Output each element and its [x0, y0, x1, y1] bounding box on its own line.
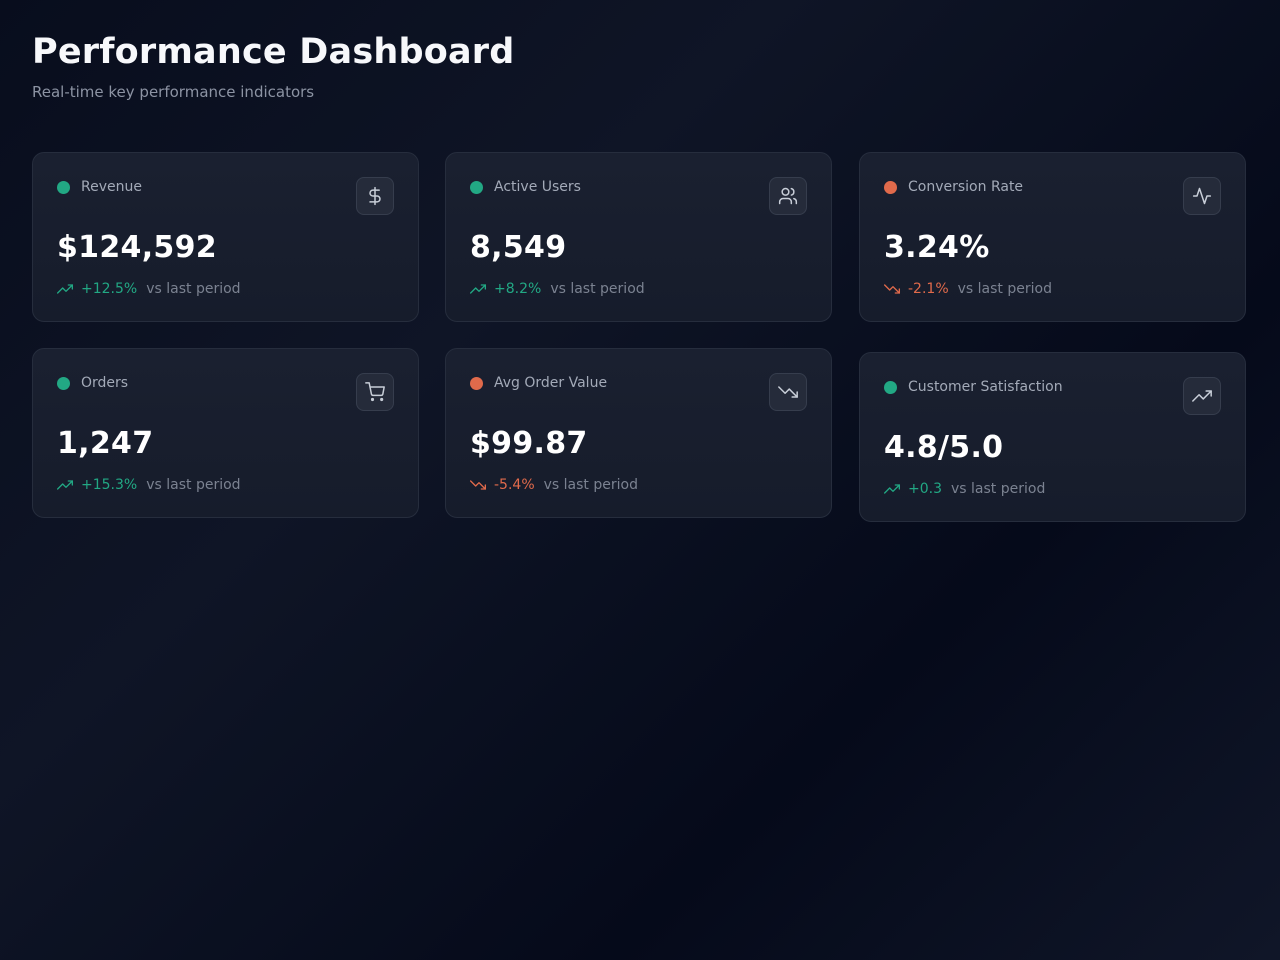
kpi-card-conversion-rate: Conversion Rate 3.24% -2.1% vs last peri…	[859, 152, 1246, 322]
card-footer: +8.2% vs last period	[470, 280, 645, 298]
activity-icon	[1183, 177, 1221, 215]
comparison-label: vs last period	[957, 281, 1052, 297]
page-title: Performance Dashboard	[32, 32, 515, 72]
users-icon	[769, 177, 807, 215]
kpi-card-customer-satisfaction: Customer Satisfaction 4.8/5.0 +0.3 vs la…	[859, 352, 1246, 522]
card-value: 1,247	[57, 426, 154, 461]
trend-down-icon	[470, 477, 486, 493]
card-footer: +15.3% vs last period	[57, 476, 241, 494]
kpi-card-avg-order-value: Avg Order Value $99.87 -5.4% vs last per…	[445, 348, 832, 518]
status-dot	[470, 181, 483, 194]
status-dot	[57, 181, 70, 194]
comparison-label: vs last period	[951, 481, 1046, 497]
card-label: Revenue	[81, 179, 142, 195]
comparison-label: vs last period	[550, 281, 645, 297]
trend-up-icon	[470, 281, 486, 297]
card-label: Conversion Rate	[908, 179, 1024, 195]
card-label: Customer Satisfaction	[908, 379, 1063, 395]
card-footer: -5.4% vs last period	[470, 476, 638, 494]
page-subtitle: Real-time key performance indicators	[32, 83, 315, 101]
change-value: +12.5%	[81, 281, 138, 297]
card-value: 8,549	[470, 230, 567, 265]
trend-up-icon	[57, 281, 73, 297]
trend-down-icon	[884, 281, 900, 297]
trend-up-icon	[884, 481, 900, 497]
card-value: $99.87	[470, 426, 588, 461]
status-dot	[470, 377, 483, 390]
trending-down-icon	[769, 373, 807, 411]
change-value: -2.1%	[908, 281, 949, 297]
card-footer: -2.1% vs last period	[884, 280, 1052, 298]
comparison-label: vs last period	[146, 281, 241, 297]
change-value: +8.2%	[494, 281, 542, 297]
kpi-card-active-users: Active Users 8,549 +8.2% vs last period	[445, 152, 832, 322]
card-label: Orders	[81, 375, 129, 391]
shopping-cart-icon	[356, 373, 394, 411]
change-value: -5.4%	[494, 477, 535, 493]
card-value: $124,592	[57, 230, 217, 265]
kpi-card-revenue: Revenue $124,592 +12.5% vs last period	[32, 152, 419, 322]
card-footer: +0.3 vs last period	[884, 480, 1045, 498]
card-label: Active Users	[494, 179, 581, 195]
card-footer: +12.5% vs last period	[57, 280, 241, 298]
kpi-card-orders: Orders 1,247 +15.3% vs last period	[32, 348, 419, 518]
comparison-label: vs last period	[543, 477, 638, 493]
status-dot	[57, 377, 70, 390]
card-value: 4.8/5.0	[884, 430, 1004, 465]
change-value: +0.3	[908, 481, 942, 497]
page-header: Performance Dashboard Real-time key perf…	[32, 30, 515, 102]
card-value: 3.24%	[884, 230, 990, 265]
status-dot	[884, 181, 897, 194]
comparison-label: vs last period	[146, 477, 241, 493]
status-dot	[884, 381, 897, 394]
dollar-icon	[356, 177, 394, 215]
card-label: Avg Order Value	[494, 375, 608, 391]
trending-up-icon	[1183, 377, 1221, 415]
change-value: +15.3%	[81, 477, 138, 493]
trend-up-icon	[57, 477, 73, 493]
